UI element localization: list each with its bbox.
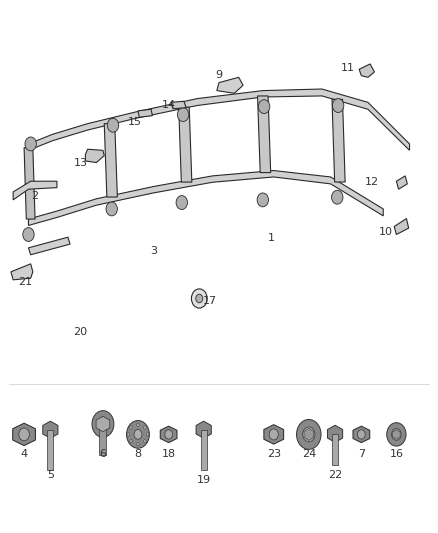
- Circle shape: [130, 440, 132, 443]
- Polygon shape: [43, 421, 58, 438]
- Polygon shape: [28, 89, 410, 150]
- Text: 18: 18: [162, 449, 176, 459]
- Polygon shape: [13, 181, 57, 200]
- Polygon shape: [264, 425, 284, 444]
- Polygon shape: [394, 219, 409, 235]
- Text: 8: 8: [134, 449, 141, 459]
- Polygon shape: [179, 107, 192, 182]
- Polygon shape: [396, 176, 407, 189]
- Circle shape: [177, 108, 189, 122]
- Circle shape: [297, 419, 321, 449]
- Circle shape: [332, 99, 344, 112]
- Polygon shape: [11, 264, 33, 280]
- Text: 14: 14: [162, 100, 176, 110]
- Circle shape: [257, 193, 268, 207]
- Bar: [332, 434, 338, 465]
- Text: 16: 16: [389, 449, 403, 459]
- Circle shape: [137, 442, 139, 446]
- Polygon shape: [24, 148, 35, 219]
- Text: 1: 1: [268, 233, 275, 243]
- Polygon shape: [332, 99, 345, 182]
- Circle shape: [146, 433, 149, 436]
- Circle shape: [357, 430, 365, 439]
- Text: 19: 19: [197, 475, 211, 484]
- Text: 13: 13: [74, 158, 88, 167]
- Polygon shape: [392, 430, 400, 439]
- Text: 7: 7: [358, 449, 365, 459]
- Bar: [47, 430, 53, 470]
- Circle shape: [25, 137, 36, 151]
- Circle shape: [303, 427, 315, 442]
- Text: 15: 15: [128, 117, 142, 126]
- Text: 9: 9: [215, 70, 223, 79]
- Circle shape: [191, 289, 207, 308]
- Circle shape: [23, 228, 34, 241]
- Circle shape: [130, 426, 132, 429]
- Circle shape: [107, 118, 119, 132]
- Polygon shape: [104, 124, 117, 197]
- Text: 24: 24: [302, 449, 316, 459]
- Text: 23: 23: [267, 449, 281, 459]
- Circle shape: [134, 430, 142, 439]
- Circle shape: [92, 410, 114, 437]
- Text: 3: 3: [150, 246, 157, 255]
- Polygon shape: [359, 64, 374, 77]
- Text: 12: 12: [365, 177, 379, 187]
- Polygon shape: [85, 149, 104, 163]
- Polygon shape: [353, 426, 370, 442]
- Circle shape: [144, 426, 146, 429]
- Polygon shape: [258, 96, 271, 173]
- Polygon shape: [328, 425, 343, 442]
- Bar: [99, 424, 106, 455]
- Text: 4: 4: [21, 449, 28, 459]
- Text: 10: 10: [379, 227, 393, 237]
- Circle shape: [332, 190, 343, 204]
- Polygon shape: [160, 426, 177, 442]
- Circle shape: [127, 421, 149, 448]
- Polygon shape: [96, 416, 110, 432]
- Polygon shape: [28, 171, 383, 225]
- Polygon shape: [171, 101, 186, 109]
- Circle shape: [196, 294, 203, 303]
- Circle shape: [137, 423, 139, 426]
- Circle shape: [144, 440, 146, 443]
- Polygon shape: [138, 109, 152, 117]
- Circle shape: [165, 430, 173, 439]
- Circle shape: [19, 428, 29, 441]
- Text: 20: 20: [73, 327, 87, 336]
- Text: 6: 6: [99, 449, 106, 459]
- Circle shape: [392, 429, 401, 440]
- Circle shape: [387, 423, 406, 446]
- Polygon shape: [217, 77, 243, 93]
- Circle shape: [258, 100, 270, 114]
- Polygon shape: [13, 423, 35, 446]
- Polygon shape: [196, 421, 211, 438]
- Bar: [0, 0, 438, 389]
- Text: 17: 17: [203, 296, 217, 306]
- Text: 11: 11: [341, 63, 355, 73]
- Circle shape: [269, 429, 278, 440]
- Text: 5: 5: [47, 471, 54, 480]
- Text: 2: 2: [32, 191, 39, 200]
- Circle shape: [127, 433, 130, 436]
- Circle shape: [106, 202, 117, 216]
- Text: 22: 22: [328, 471, 342, 480]
- Bar: [201, 430, 207, 470]
- Polygon shape: [28, 237, 70, 255]
- Polygon shape: [304, 429, 314, 440]
- Circle shape: [176, 196, 187, 209]
- Text: 21: 21: [18, 278, 32, 287]
